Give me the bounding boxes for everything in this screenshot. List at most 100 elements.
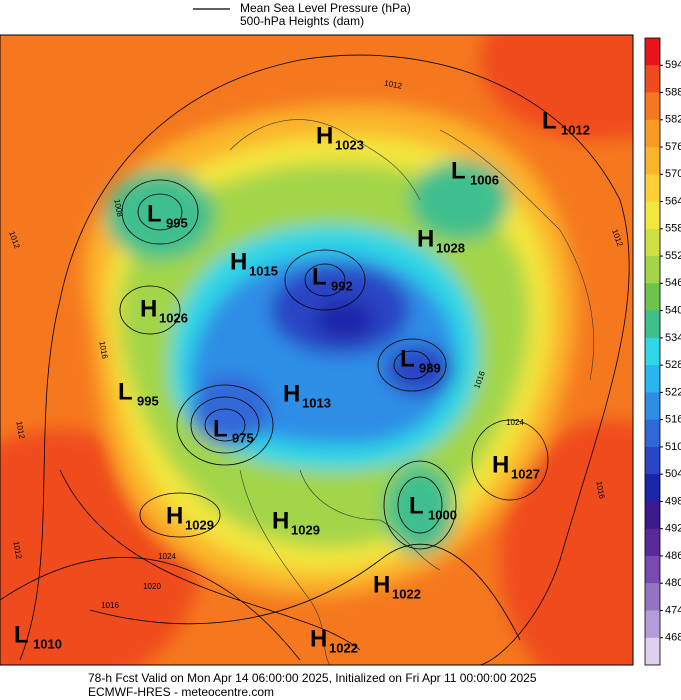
- colorbar-segment: [645, 201, 660, 230]
- center-pressure: 1000: [428, 507, 457, 522]
- colorbar-segment: [645, 474, 660, 502]
- colorbar-label: 474: [665, 604, 681, 616]
- footer-valid: 78-h Fcst Valid on Mon Apr 14 06:00:00 2…: [88, 671, 537, 685]
- colorbar-label: 552: [665, 250, 681, 262]
- colorbar-segment: [645, 392, 660, 421]
- colorbar-label: 588: [665, 86, 681, 98]
- center-type: L: [147, 200, 162, 227]
- colorbar-label: 558: [665, 223, 681, 235]
- colorbar-segment: [645, 310, 660, 339]
- center-type: H: [310, 625, 327, 652]
- colorbar-segment: [645, 147, 660, 175]
- colorbar-segment: [645, 419, 660, 448]
- center-type: L: [312, 263, 327, 290]
- center-pressure: 989: [419, 360, 441, 375]
- colorbar-label: 516: [665, 414, 681, 426]
- center-pressure: 1015: [249, 263, 278, 278]
- isobars: [0, 54, 630, 665]
- colorbar-segment: [645, 92, 660, 121]
- colorbar-label: 534: [665, 332, 681, 344]
- legend-label: Mean Sea Level Pressure (hPa): [240, 1, 411, 15]
- colorbar-segment: [645, 38, 660, 66]
- center-type: H: [316, 122, 333, 149]
- center-pressure: 1012: [561, 122, 590, 137]
- colorbar-label: 570: [665, 168, 681, 180]
- coastlines: [229, 119, 595, 665]
- colorbar-segment: [645, 610, 660, 639]
- map-frame: [0, 34, 634, 666]
- center-type: H: [283, 380, 300, 407]
- center-type: H: [272, 507, 289, 534]
- center-pressure: 1023: [335, 137, 364, 152]
- center-type: L: [118, 378, 133, 405]
- isobar-label: 1016: [101, 601, 119, 610]
- center-type: L: [542, 107, 557, 134]
- center-pressure: 1028: [436, 240, 465, 255]
- colorbar-segment: [645, 501, 660, 530]
- colorbar-segment: [645, 555, 660, 584]
- colorbar-frame: [644, 37, 661, 666]
- colorbar-segment: [645, 337, 660, 366]
- center-pressure: 992: [331, 278, 353, 293]
- colorbar-label: 528: [665, 359, 681, 371]
- isobar-label: 1012: [384, 79, 404, 91]
- center-pressure: 1013: [302, 395, 331, 410]
- colorbar-label: 504: [665, 468, 681, 480]
- isobar-label: 1008: [112, 198, 124, 218]
- center-pressure: 1022: [329, 640, 358, 655]
- colorbar-segment: [645, 365, 660, 393]
- colorbar-label: 498: [665, 495, 681, 507]
- colorbar-label: 582: [665, 114, 681, 126]
- isobar-label: 1020: [143, 582, 161, 591]
- colorbar-label: 522: [665, 386, 681, 398]
- center-pressure: 1026: [159, 310, 188, 325]
- center-type: L: [409, 492, 424, 519]
- colorbar-segment: [645, 256, 660, 284]
- colorbar-segment: [645, 528, 660, 557]
- center-pressure: 1029: [185, 517, 214, 532]
- colorbar-label: 492: [665, 523, 681, 535]
- center-type: L: [213, 415, 228, 442]
- colorbar-label: 594: [665, 59, 681, 71]
- colorbar-label: 510: [665, 441, 681, 453]
- center-type: H: [166, 502, 183, 529]
- isobar-label: 1016: [594, 480, 606, 500]
- center-type: L: [451, 157, 466, 184]
- center-pressure: 995: [166, 215, 188, 230]
- colorbar-segment: [645, 228, 660, 257]
- colorbar: 594 588 582 576 570 564 558 552 546 540 534 528 522 5…: [644, 37, 681, 666]
- center-type: H: [140, 295, 157, 322]
- center-pressure: 1022: [392, 586, 421, 601]
- colorbar-label: 540: [665, 305, 681, 317]
- colorbar-label: 468: [665, 632, 681, 644]
- center-type: H: [230, 248, 247, 275]
- center-type: H: [373, 571, 390, 598]
- center-type: L: [14, 621, 29, 648]
- center-pressure: 975: [232, 430, 254, 445]
- isobar-label: 1012: [14, 420, 26, 440]
- isobar-label: 1024: [158, 552, 176, 561]
- colorbar-label: 576: [665, 141, 681, 153]
- center-pressure: 1006: [470, 172, 499, 187]
- colorbar-segment: [645, 174, 660, 203]
- footer-source: ECMWF-HRES - meteocentre.com: [88, 685, 274, 699]
- colorbar-segment: [645, 65, 660, 94]
- colorbar-label: 546: [665, 277, 681, 289]
- center-type: L: [400, 345, 415, 372]
- isobar-label: 1012: [11, 540, 23, 560]
- center-type: H: [417, 225, 434, 252]
- center-pressure: 1029: [291, 522, 320, 537]
- center-pressure: 1027: [511, 466, 540, 481]
- isobar-label: 1024: [506, 418, 524, 427]
- colorbar-segment: [645, 446, 660, 475]
- center-type: H: [492, 451, 509, 478]
- colorbar-label: 564: [665, 195, 681, 207]
- colorbar-segment: [645, 637, 660, 666]
- subtitle: 500-hPa Heights (dam): [240, 14, 364, 28]
- colorbar-segment: [645, 119, 660, 148]
- center-pressure: 1010: [33, 636, 62, 651]
